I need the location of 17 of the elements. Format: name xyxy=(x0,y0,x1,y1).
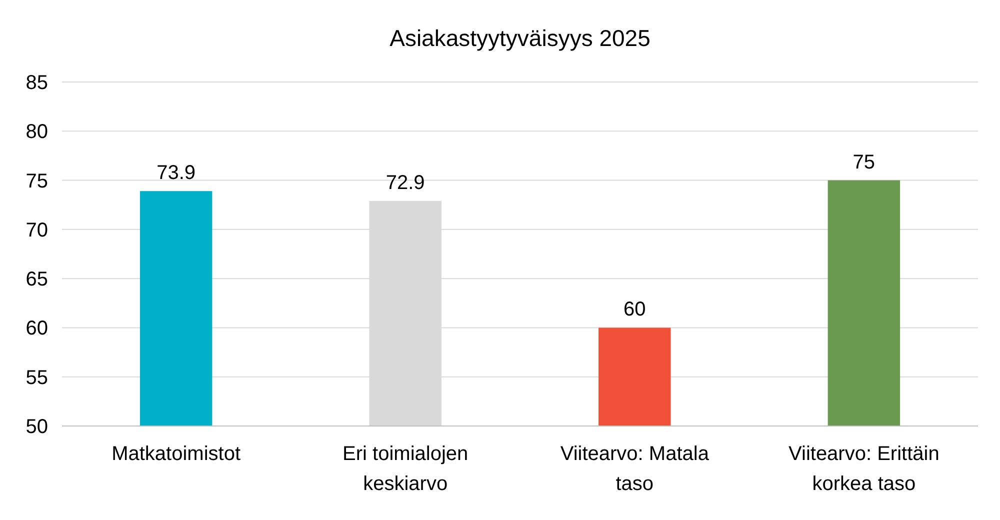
x-tick-label: Eri toimialojen keskiarvo xyxy=(342,443,468,495)
y-tick-label: 80 xyxy=(26,121,48,144)
data-label: 60 xyxy=(624,298,646,321)
x-tick-label: Viitearvo: Matala taso xyxy=(560,443,710,495)
y-tick-label: 50 xyxy=(26,416,48,438)
y-tick-label: 70 xyxy=(26,219,48,242)
y-tick-label: 55 xyxy=(26,366,48,389)
data-label: 72.9 xyxy=(386,172,425,194)
chart-title: Asiakastyytyväisyys 2025 xyxy=(390,25,650,51)
x-tick-label: Viitearvo: Erittäin korkea taso xyxy=(788,443,940,495)
y-tick-label: 75 xyxy=(26,170,48,192)
x-tick-label: Matkatoimistot xyxy=(112,443,241,465)
y-tick-label: 85 xyxy=(26,72,48,94)
data-label: 75 xyxy=(852,151,876,174)
y-tick-label: 65 xyxy=(26,268,48,291)
data-label: 73.9 xyxy=(156,162,196,184)
y-tick-label: 60 xyxy=(26,318,48,340)
